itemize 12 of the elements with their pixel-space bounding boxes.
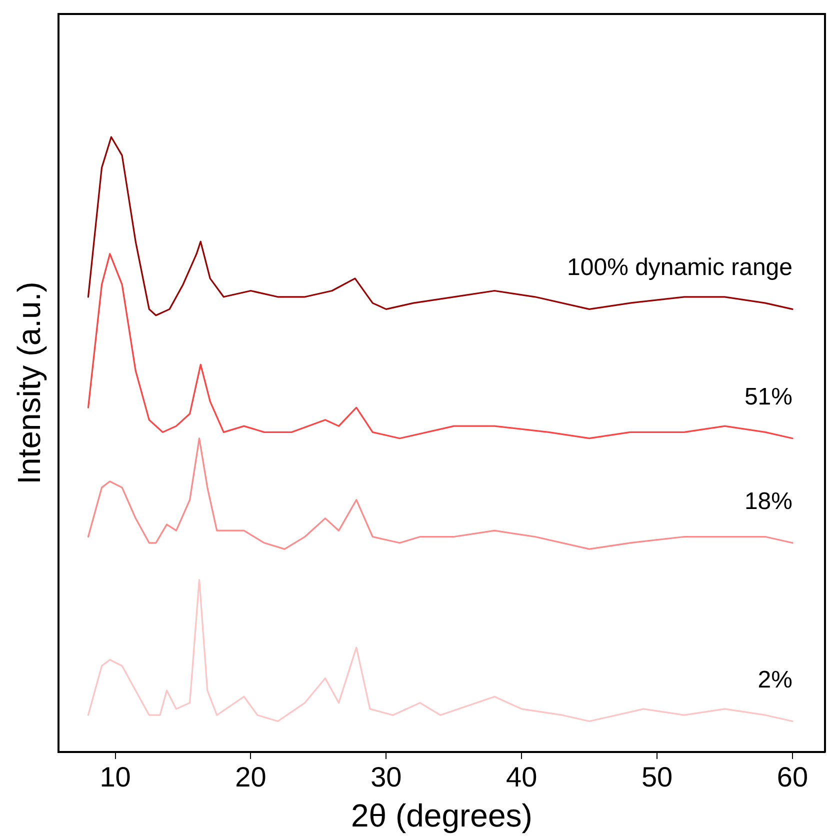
x-tick-label: 50	[641, 762, 673, 793]
x-axis-title: 2θ (degrees)	[350, 798, 532, 834]
series-label: 2%	[758, 666, 792, 694]
series-label: 18%	[744, 488, 792, 515]
x-tick-label: 30	[370, 762, 402, 793]
x-tick-label: 60	[776, 762, 808, 793]
x-tick-label: 40	[506, 762, 538, 793]
x-tick-label: 20	[235, 762, 266, 793]
x-tick-label: 10	[100, 762, 131, 793]
series-label: 100% dynamic range	[567, 254, 792, 282]
series-label: 51%	[744, 383, 792, 410]
y-axis-title: Intensity (a.u.)	[11, 282, 48, 484]
